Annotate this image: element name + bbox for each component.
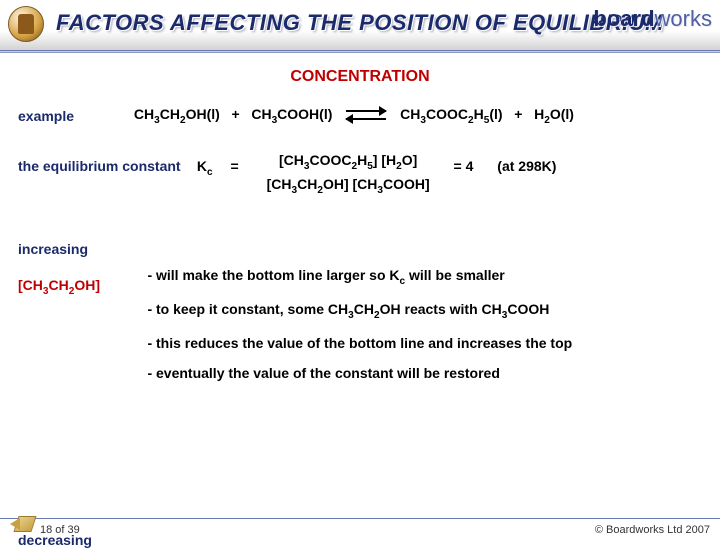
t: OH] [CH: [323, 176, 377, 192]
t: COOH(l): [277, 106, 332, 122]
bullet-list: - will make the bottom line larger so Kc…: [147, 267, 572, 395]
page-title: FACTORS AFFECTING THE POSITION OF EQUILI…: [56, 10, 664, 36]
back-arrow-icon[interactable]: [10, 514, 34, 534]
bullet-2: - to keep it constant, some CH3CH2OH rea…: [147, 301, 572, 321]
kc-value: = 4: [454, 152, 474, 174]
increasing-label: increasing: [18, 241, 702, 257]
t: CH: [354, 301, 374, 317]
kc-numerator: [CH3COOC2H5] [H2O]: [263, 152, 434, 174]
content-area: CONCENTRATION example CH3CH2OH(l) + CH3C…: [0, 54, 720, 395]
t: H: [357, 152, 367, 168]
header-rule: [0, 50, 720, 53]
t: O]: [402, 152, 418, 168]
plus: +: [231, 106, 239, 122]
brand-right: works: [655, 6, 712, 31]
equation: CH3CH2OH(l) + CH3COOH(l) CH3COOC2H5(l) +…: [134, 106, 574, 126]
t: - to keep it constant, some CH: [147, 301, 348, 317]
increasing-species: [CH3CH2OH]: [18, 277, 143, 297]
t: - will make the bottom line larger so K: [147, 267, 399, 283]
t: [CH: [18, 277, 43, 293]
kc-equals: =: [231, 152, 239, 174]
decreasing-label-cut: decreasing: [18, 532, 92, 548]
bullet-4: - eventually the value of the constant w…: [147, 365, 572, 381]
example-label: example: [18, 108, 130, 124]
kc-label: the equilibrium constant: [18, 152, 193, 174]
t: OH]: [74, 277, 100, 293]
kc-row: the equilibrium constant Kc = [CH3COOC2H…: [18, 152, 702, 196]
t: K: [197, 158, 207, 174]
logo-left-icon: [8, 6, 44, 42]
t: CH: [400, 106, 420, 122]
brand-logo: boardworks: [593, 6, 712, 32]
footer: 18 of 39 decreasing © Boardworks Ltd 200…: [0, 518, 720, 540]
t: will be smaller: [405, 267, 505, 283]
example-row: example CH3CH2OH(l) + CH3COOH(l) CH3COOC…: [18, 106, 702, 126]
kc-symbol: Kc: [197, 152, 213, 178]
plus: +: [514, 106, 522, 122]
t: (l): [489, 106, 502, 122]
t: [CH: [267, 176, 292, 192]
t: O(l): [550, 106, 574, 122]
t: OH(l): [186, 106, 220, 122]
equilibrium-arrow-icon: [346, 108, 386, 122]
kc-fraction: [CH3COOC2H5] [H2O] [CH3CH2OH] [CH3COOH]: [263, 152, 434, 196]
brand-left: board: [593, 6, 654, 31]
s: c: [207, 167, 213, 178]
bullet-1: - will make the bottom line larger so Kc…: [147, 267, 572, 287]
kc-note: (at 298K): [497, 152, 556, 174]
t: COOH]: [383, 176, 430, 192]
copyright: © Boardworks Ltd 2007: [595, 524, 710, 536]
t: H: [474, 106, 484, 122]
subtitle: CONCENTRATION: [18, 68, 702, 86]
kc-denominator: [CH3CH2OH] [CH3COOH]: [263, 174, 434, 196]
t: CH: [251, 106, 271, 122]
header-bar: FACTORS AFFECTING THE POSITION OF EQUILI…: [0, 0, 720, 52]
t: ] [H: [373, 152, 396, 168]
t: CH: [134, 106, 154, 122]
t: COOC: [309, 152, 351, 168]
t: CH: [297, 176, 317, 192]
bullet-3: - this reduces the value of the bottom l…: [147, 335, 572, 351]
t: CH: [160, 106, 180, 122]
t: OH reacts with CH: [380, 301, 502, 317]
footer-rule: [0, 518, 720, 519]
t: [CH: [279, 152, 304, 168]
t: CH: [49, 277, 69, 293]
t: COOC: [426, 106, 468, 122]
t: H: [534, 106, 544, 122]
t: COOH: [507, 301, 549, 317]
